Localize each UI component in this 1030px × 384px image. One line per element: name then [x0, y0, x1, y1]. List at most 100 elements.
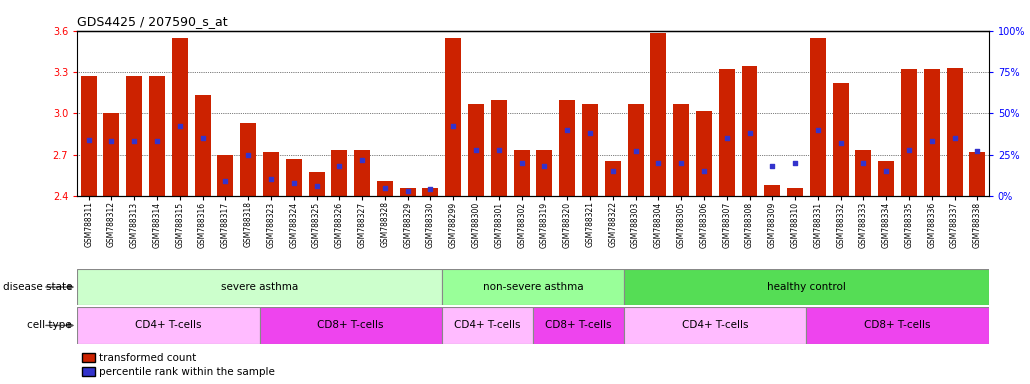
- Point: [217, 178, 234, 184]
- Bar: [514, 151, 529, 196]
- Point: [445, 123, 461, 129]
- Bar: [172, 38, 187, 196]
- Bar: [742, 66, 757, 196]
- Point: [490, 147, 507, 153]
- Point: [719, 135, 735, 141]
- Point: [924, 138, 940, 144]
- Bar: [354, 151, 370, 196]
- Bar: [764, 185, 781, 196]
- Point: [947, 135, 963, 141]
- Bar: [879, 161, 894, 196]
- Bar: [332, 151, 347, 196]
- Bar: [901, 69, 917, 196]
- Point: [377, 184, 393, 190]
- Bar: [445, 38, 461, 196]
- Bar: [149, 76, 165, 196]
- Bar: [491, 99, 507, 196]
- Bar: [309, 172, 324, 196]
- Bar: [624, 269, 989, 305]
- Text: cell type: cell type: [28, 320, 72, 331]
- Text: CD4+ T-cells: CD4+ T-cells: [682, 320, 749, 331]
- Point: [331, 163, 347, 169]
- Bar: [650, 33, 666, 196]
- Point: [400, 188, 416, 194]
- Bar: [77, 307, 260, 344]
- Text: transformed count: transformed count: [99, 353, 196, 363]
- Bar: [263, 152, 279, 196]
- Point: [308, 183, 324, 189]
- Bar: [627, 104, 644, 196]
- Bar: [217, 154, 234, 196]
- Point: [513, 160, 529, 166]
- Bar: [442, 307, 534, 344]
- Point: [422, 186, 439, 192]
- Bar: [77, 269, 442, 305]
- Point: [969, 148, 986, 154]
- Point: [742, 130, 758, 136]
- Bar: [832, 83, 849, 196]
- Point: [582, 130, 598, 136]
- Bar: [696, 111, 712, 196]
- Text: healthy control: healthy control: [767, 282, 846, 292]
- Point: [559, 127, 576, 133]
- Bar: [719, 69, 734, 196]
- Bar: [810, 38, 826, 196]
- Bar: [442, 269, 624, 305]
- Bar: [806, 307, 989, 344]
- Point: [810, 127, 826, 133]
- Bar: [260, 307, 442, 344]
- Bar: [582, 104, 598, 196]
- Point: [878, 168, 894, 174]
- Text: percentile rank within the sample: percentile rank within the sample: [99, 366, 275, 377]
- Point: [80, 137, 97, 143]
- Bar: [400, 187, 416, 196]
- Bar: [624, 307, 806, 344]
- Bar: [240, 123, 256, 196]
- Bar: [605, 161, 621, 196]
- Bar: [195, 95, 210, 196]
- Point: [650, 160, 666, 166]
- Text: severe asthma: severe asthma: [220, 282, 299, 292]
- Bar: [285, 159, 302, 196]
- Point: [901, 147, 918, 153]
- Point: [468, 147, 484, 153]
- Bar: [559, 99, 575, 196]
- Point: [172, 123, 188, 129]
- Point: [195, 135, 211, 141]
- Bar: [537, 151, 552, 196]
- Text: GDS4425 / 207590_s_at: GDS4425 / 207590_s_at: [77, 15, 228, 28]
- Point: [764, 163, 781, 169]
- Bar: [856, 151, 871, 196]
- Bar: [924, 69, 939, 196]
- Point: [537, 163, 553, 169]
- Bar: [787, 187, 803, 196]
- Point: [126, 138, 142, 144]
- Point: [673, 160, 689, 166]
- Point: [263, 176, 279, 182]
- Bar: [534, 307, 624, 344]
- Text: CD8+ T-cells: CD8+ T-cells: [864, 320, 931, 331]
- Point: [148, 138, 165, 144]
- Text: disease state: disease state: [3, 282, 72, 292]
- Bar: [103, 113, 119, 196]
- Point: [855, 160, 871, 166]
- Point: [240, 151, 256, 157]
- Bar: [422, 187, 439, 196]
- Point: [103, 138, 119, 144]
- Point: [695, 168, 712, 174]
- Bar: [969, 152, 986, 196]
- Bar: [468, 104, 484, 196]
- Point: [832, 140, 849, 146]
- Text: CD8+ T-cells: CD8+ T-cells: [545, 320, 612, 331]
- Text: non-severe asthma: non-severe asthma: [483, 282, 583, 292]
- Bar: [674, 104, 689, 196]
- Point: [627, 148, 644, 154]
- Bar: [127, 76, 142, 196]
- Bar: [80, 76, 97, 196]
- Point: [605, 168, 621, 174]
- Text: CD8+ T-cells: CD8+ T-cells: [317, 320, 384, 331]
- Bar: [947, 68, 963, 196]
- Point: [354, 156, 371, 162]
- Bar: [377, 181, 392, 196]
- Point: [787, 160, 803, 166]
